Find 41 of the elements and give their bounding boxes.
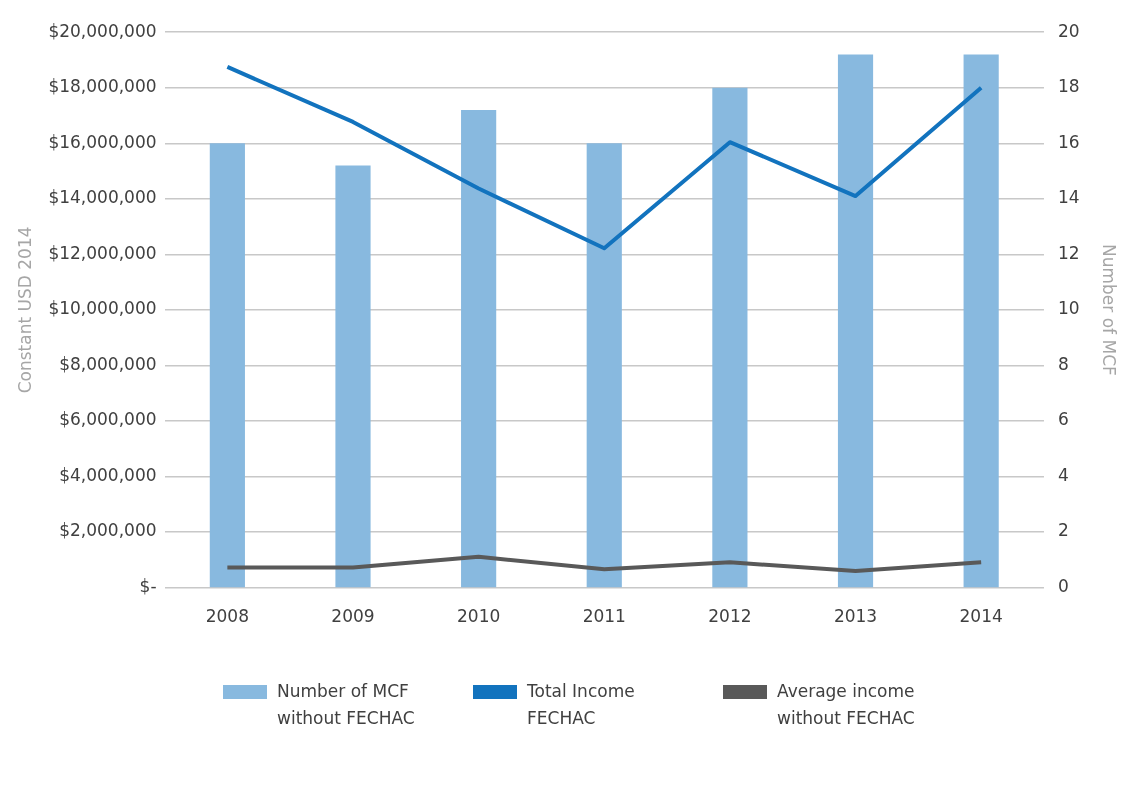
y-tick-label: $18,000,000 bbox=[48, 76, 157, 97]
y2-tick-label: 14 bbox=[1057, 187, 1080, 208]
legend-label: Total Income FECHAC bbox=[527, 680, 636, 730]
bar bbox=[712, 87, 748, 588]
bar bbox=[963, 54, 999, 588]
y-axis-title: Constant USD 2014 bbox=[14, 226, 35, 394]
bar bbox=[461, 109, 497, 588]
bar bbox=[335, 165, 371, 588]
y-tick-label: $16,000,000 bbox=[48, 131, 157, 152]
y2-tick-label: 2 bbox=[1057, 520, 1069, 541]
y2-tick-label: 18 bbox=[1057, 76, 1080, 97]
y-tick-label: $2,000,000 bbox=[59, 520, 157, 541]
y-tick-label: $12,000,000 bbox=[48, 242, 157, 263]
y-tick-label: $4,000,000 bbox=[59, 464, 157, 485]
y2-tick-label: 12 bbox=[1057, 242, 1080, 263]
x-tick-label: 2009 bbox=[331, 606, 375, 627]
x-tick-label: 2011 bbox=[582, 606, 626, 627]
y2-tick-label: 6 bbox=[1057, 409, 1069, 430]
y-tick-label: $6,000,000 bbox=[59, 409, 157, 430]
y-tick-label: $8,000,000 bbox=[59, 353, 157, 374]
x-tick-label: 2012 bbox=[708, 606, 752, 627]
legend-label: Number of MCF without FECHAC bbox=[277, 680, 416, 730]
legend-label: Average income without FECHAC bbox=[777, 680, 916, 730]
x-tick-label: 2008 bbox=[205, 606, 249, 627]
y-tick-label: $20,000,000 bbox=[48, 20, 157, 41]
y2-axis-title: Number of MCF bbox=[1099, 243, 1120, 376]
y2-tick-label: 20 bbox=[1057, 20, 1080, 41]
y2-tick-label: 10 bbox=[1057, 298, 1080, 319]
bar bbox=[837, 54, 874, 588]
x-tick-label: 2013 bbox=[833, 606, 878, 627]
y-tick-label: $14,000,000 bbox=[48, 187, 157, 208]
y-tick-label: $10,000,000 bbox=[48, 298, 157, 319]
bar bbox=[209, 143, 245, 588]
x-tick-label: 2010 bbox=[457, 606, 501, 627]
y2-tick-label: 8 bbox=[1057, 353, 1069, 374]
y2-tick-label: 16 bbox=[1057, 131, 1080, 152]
x-tick-label: 2014 bbox=[959, 606, 1003, 627]
y-tick-label: $- bbox=[139, 576, 157, 597]
y2-tick-label: 4 bbox=[1057, 464, 1069, 485]
y2-tick-label: 0 bbox=[1057, 576, 1069, 597]
bar bbox=[586, 143, 622, 588]
